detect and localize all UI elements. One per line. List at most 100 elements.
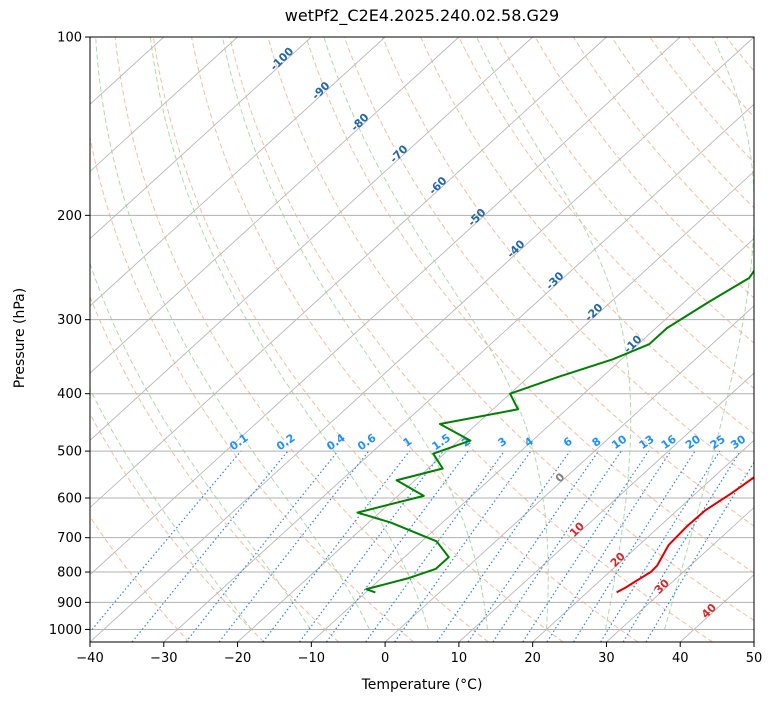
adiabat-label: -10 [621, 332, 644, 355]
y-tick-label: 300 [57, 313, 82, 328]
profile-series [356, 269, 754, 594]
isotherm--70 [90, 37, 533, 441]
mixing-ratio-line-8 [394, 450, 532, 642]
dry-adiabat-170 [725, 37, 754, 72]
isotherm-10 [458, 372, 754, 642]
isotherm--80 [90, 37, 460, 374]
x-tick-label: 20 [524, 651, 541, 666]
isotherm--60 [90, 37, 607, 509]
dry-adiabat--10 [90, 295, 339, 642]
mixing-ratio-line-0 [90, 450, 242, 633]
isotherm-0 [384, 305, 754, 642]
isotherm--140 [0, 37, 16, 642]
mixing-ratio-label: 13 [637, 433, 657, 452]
isotherm--50 [90, 37, 681, 576]
dry-adiabat-150 [649, 37, 754, 164]
dry-adiabat-50 [267, 37, 754, 622]
mixing-ratio-label: 6 [561, 435, 575, 450]
dry-adiabat-80 [382, 37, 754, 481]
moist-adiabat [149, 37, 429, 630]
dry-adiabat-120 [534, 37, 754, 299]
y-tick-label: 700 [57, 531, 82, 546]
isotherm--110 [90, 37, 238, 173]
y-tick-label: 600 [57, 492, 82, 507]
chart-title: wetPf2_C2E4.2025.240.02.58.G29 [284, 6, 560, 25]
isotherm--40 [90, 37, 754, 642]
adiabat-label: -60 [426, 174, 449, 197]
mixing-ratio-line-3 [218, 450, 370, 642]
mixing-ratio-line-11 [492, 450, 622, 642]
dry-adiabat-0 [90, 135, 414, 642]
y-tick-label: 200 [57, 209, 82, 224]
x-tick-label: 30 [598, 651, 615, 666]
mixing-ratio-line-13 [546, 450, 672, 642]
x-tick-label: 40 [672, 651, 689, 666]
mixing-ratio-label: 8 [590, 435, 604, 450]
mixing-ratio-line-10 [467, 450, 599, 642]
x-tick-label: 50 [746, 651, 763, 666]
isotherm--120 [90, 37, 165, 105]
mixing-ratio-label: 1 [401, 435, 415, 450]
mixing-ratio-line-6 [325, 450, 469, 642]
mixing-ratio-label: 0.4 [324, 431, 348, 453]
dry-adiabat-90 [420, 37, 754, 435]
y-tick-label: 100 [57, 31, 82, 46]
adiabat-label: -40 [504, 237, 527, 260]
mixing-ratio-line-7 [365, 450, 505, 642]
x-tick-label: −40 [76, 651, 103, 666]
isotherm-20 [532, 439, 754, 642]
mixing-ratio-label: 30 [728, 432, 748, 452]
dry-adiabat-160 [687, 37, 754, 118]
mixing-ratio-label: 0.2 [274, 431, 297, 453]
moist-adiabat [476, 37, 632, 630]
adiabat-label: -30 [543, 269, 566, 292]
x-tick-label: −10 [298, 651, 325, 666]
adiabat-label: -20 [582, 301, 605, 324]
adiabat-label: -90 [309, 79, 332, 102]
mixing-ratio-line-2 [185, 450, 339, 642]
moist-adiabat [221, 37, 488, 630]
moist-adiabat [90, 262, 311, 630]
x-axis-label: Temperature (°C) [361, 677, 483, 693]
isotherm-30 [606, 506, 754, 642]
dry-adiabat-40 [229, 37, 713, 642]
moist-adiabat [323, 37, 549, 630]
adiabat-label: -70 [387, 142, 410, 165]
adiabat-label: 30 [652, 576, 672, 596]
dry-adiabat-100 [458, 37, 754, 389]
mixing-ratio-line-1 [131, 450, 289, 642]
background-lines [0, 37, 775, 642]
moist-adiabat [90, 388, 252, 630]
plot-frame [89, 36, 755, 643]
isotherm-50 [753, 641, 754, 642]
mixing-ratio-line-16 [622, 450, 741, 642]
adiabat-label: 40 [699, 601, 719, 621]
dry-adiabat--20 [90, 412, 265, 642]
isotherm--20 [237, 170, 754, 642]
axis-ticks: −40 −30 −20 −10 0 10 20 30 40 5010020030040050060… [49, 31, 762, 667]
mixing-ratio-line-9 [436, 450, 571, 642]
adiabat-label: -80 [348, 111, 371, 134]
mixing-ratio-line-14 [573, 450, 696, 642]
adiabat-label: -50 [465, 206, 488, 229]
moist-adiabat [664, 37, 754, 630]
line-labels: 0.1 0.2 0.4 0.6 1 1.5 2 3 4 6 8 10 13 16 20 25 30-100-90… [227, 44, 748, 621]
dry-adiabat-60 [305, 37, 754, 574]
x-tick-label: 10 [451, 651, 468, 666]
mixing-ratio-line-4 [262, 450, 410, 642]
dry-adiabat-70 [343, 37, 754, 527]
x-tick-label: −30 [150, 651, 177, 666]
dry-adiabat-180 [764, 37, 775, 642]
mixing-ratio-label: 3 [495, 435, 509, 450]
x-tick-label: −20 [224, 651, 251, 666]
isotherm--100 [90, 37, 312, 240]
isotherm--90 [90, 37, 386, 307]
y-tick-label: 400 [57, 387, 82, 402]
dry-adiabat-10 [114, 37, 489, 642]
adiabat-label: -100 [268, 44, 297, 73]
mixing-ratio-line-12 [522, 450, 650, 642]
mixing-ratio-line-5 [299, 450, 444, 642]
x-tick-label: 0 [381, 651, 389, 666]
y-tick-label: 1000 [49, 623, 82, 638]
